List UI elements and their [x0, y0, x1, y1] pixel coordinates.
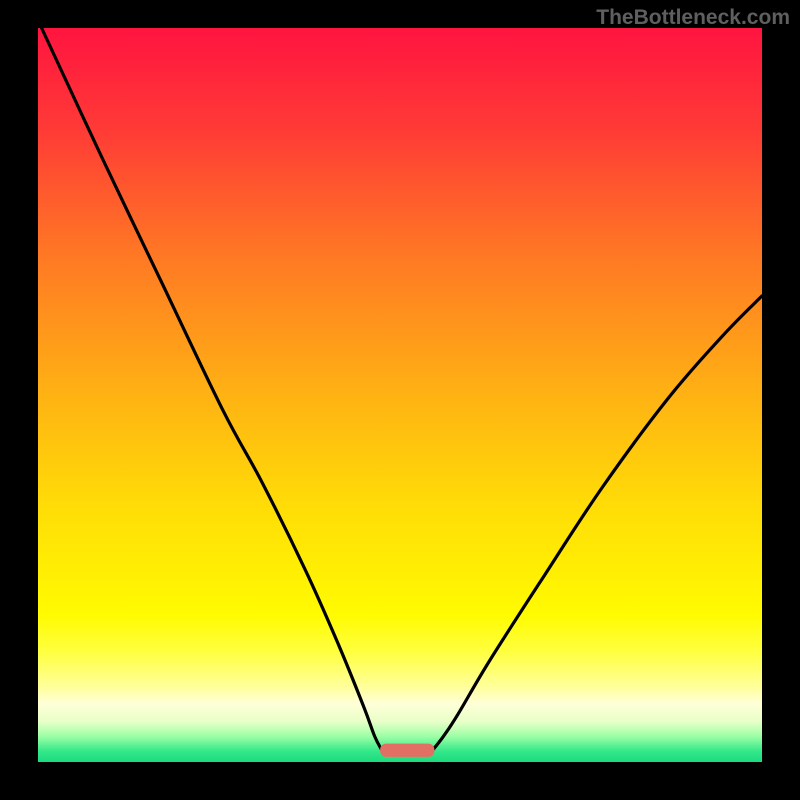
- bottom-marker-pill: [380, 744, 434, 757]
- chart-container: TheBottleneck.com: [0, 0, 800, 800]
- plot-gradient-background: [38, 28, 762, 762]
- bottleneck-chart-svg: [0, 0, 800, 800]
- attribution-text: TheBottleneck.com: [596, 6, 790, 30]
